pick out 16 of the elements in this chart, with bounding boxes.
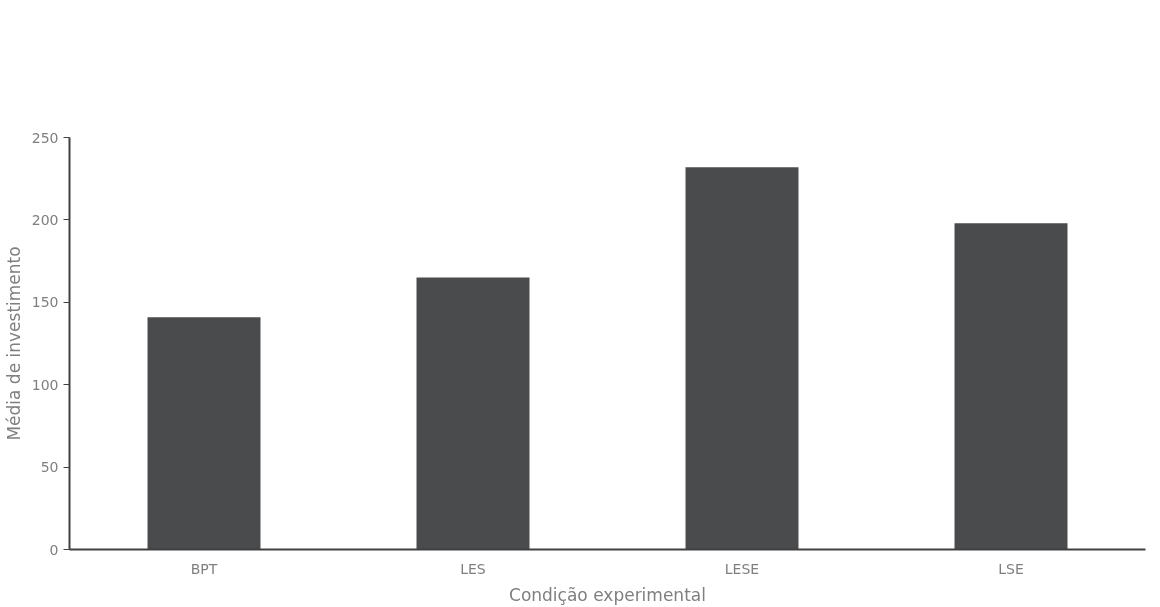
y-tick-label: 200: [31, 211, 59, 228]
x-tick-label: LESE: [724, 560, 760, 577]
y-tick-label: 0: [49, 541, 59, 558]
x-tick-label: BPT: [190, 560, 218, 577]
y-axis-title: Média de investimento: [3, 246, 24, 441]
bar: [147, 317, 261, 550]
y-tick-label: 250: [31, 129, 59, 146]
x-tick-label: LSE: [998, 560, 1024, 577]
bar: [954, 223, 1068, 550]
bar: [416, 277, 530, 550]
x-axis-title: Condição experimental: [509, 584, 706, 605]
y-tick-label: 50: [40, 459, 59, 476]
bar: [685, 167, 799, 550]
x-tick-label: LES: [460, 560, 486, 577]
y-tick-label: 150: [31, 294, 59, 311]
y-tick-label: 100: [31, 376, 59, 393]
